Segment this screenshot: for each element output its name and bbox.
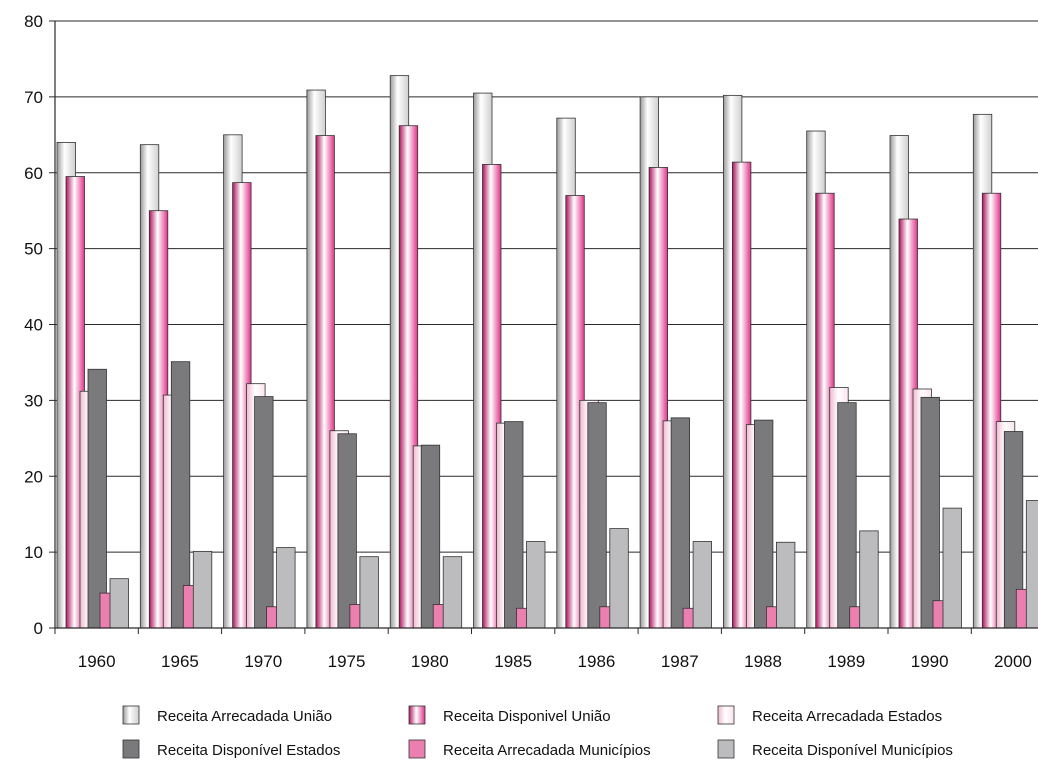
legend-swatch: [122, 739, 140, 759]
legend-swatch: [717, 705, 735, 725]
y-tick-label: 80: [24, 12, 43, 31]
y-tick-label: 40: [24, 316, 43, 335]
x-tick-label: 1989: [827, 652, 865, 671]
legend-item: Receita Arrecadada Estados: [717, 705, 942, 725]
bar-receita-dispon-vel-estados-1975: [337, 433, 357, 629]
legend-swatch: [408, 705, 426, 725]
bar-receita-dispon-vel-munic-pios-1970: [276, 547, 296, 629]
x-tick-label: 1965: [161, 652, 199, 671]
legend-item: Receita Disponível Municípios: [717, 739, 953, 759]
legend-label: Receita Arrecadada Municípios: [443, 742, 651, 759]
legend-label: Receita Disponível Estados: [157, 742, 340, 759]
bar-receita-dispon-vel-munic-pios-1960: [109, 578, 129, 629]
x-tick-label: 1975: [328, 652, 366, 671]
bar-receita-dispon-vel-estados-1989: [837, 402, 857, 629]
x-tick-label: 1980: [411, 652, 449, 671]
axes: 0 10 20 30 40 50 60 70 80 1960 1965 1970 1975 1980 198…: [24, 12, 1038, 671]
legend-item: Receita Arrecadada União: [122, 705, 332, 725]
legend-swatch: [122, 705, 140, 725]
bar-receita-dispon-vel-munic-pios-2000: [1025, 500, 1038, 629]
bar-receita-dispon-vel-munic-pios-1990: [942, 507, 962, 629]
bar-receita-dispon-vel-munic-pios-1987: [692, 541, 712, 629]
bar-receita-dispon-vel-munic-pios-1988: [776, 541, 796, 629]
bar-receita-dispon-vel-estados-1970: [254, 396, 274, 629]
bar-receita-dispon-vel-munic-pios-1986: [609, 528, 629, 629]
bars: [56, 75, 1038, 629]
legend-label: Receita Arrecadada União: [157, 708, 332, 725]
x-tick-label: 1987: [661, 652, 699, 671]
x-tick-label: 1970: [244, 652, 282, 671]
legend-item: Receita Disponivel União: [408, 705, 611, 725]
legend-label: Receita Disponível Municípios: [752, 742, 953, 759]
x-tick-label: 2000: [994, 652, 1032, 671]
x-tick-label: 1986: [578, 652, 616, 671]
legend-item: Receita Disponível Estados: [122, 739, 340, 759]
y-tick-label: 70: [24, 88, 43, 107]
y-tick-label: 0: [34, 619, 43, 638]
bar-receita-dispon-vel-estados-1980: [420, 444, 441, 629]
legend-swatch: [408, 739, 426, 759]
bar-receita-dispon-vel-estados-1990: [920, 396, 940, 629]
legend-label: Receita Arrecadada Estados: [752, 708, 942, 725]
gridlines: [55, 20, 1038, 553]
y-tick-label: 20: [24, 467, 43, 486]
y-tick-label: 60: [24, 164, 43, 183]
bar-receita-dispon-vel-estados-1987: [670, 417, 690, 629]
bar-receita-dispon-vel-munic-pios-1980: [442, 556, 463, 629]
y-tick-label: 10: [24, 543, 43, 562]
bar-receita-dispon-vel-munic-pios-1965: [192, 550, 213, 629]
x-tick-label: 1960: [78, 652, 116, 671]
x-tick-label: 1988: [744, 652, 782, 671]
x-tick-label: 1990: [911, 652, 949, 671]
bar-receita-dispon-vel-estados-1988: [754, 419, 774, 629]
bar-receita-dispon-vel-estados-1986: [587, 402, 607, 629]
bar-receita-dispon-vel-munic-pios-1975: [359, 556, 379, 629]
bar-receita-dispon-vel-estados-1960: [87, 368, 107, 629]
bar-receita-dispon-vel-munic-pios-1989: [859, 530, 879, 629]
legend-item: Receita Arrecadada Municípios: [408, 739, 651, 759]
y-tick-label: 30: [24, 391, 43, 410]
legend: Receita Arrecadada União Receita Disponiv…: [122, 705, 953, 759]
bar-receita-dispon-vel-estados-1985: [504, 421, 524, 629]
y-tick-label: 50: [24, 240, 43, 259]
legend-swatch: [717, 739, 735, 759]
x-tick-label: 1985: [494, 652, 532, 671]
bar-receita-dispon-vel-munic-pios-1985: [526, 541, 546, 629]
legend-label: Receita Disponivel União: [443, 708, 611, 725]
